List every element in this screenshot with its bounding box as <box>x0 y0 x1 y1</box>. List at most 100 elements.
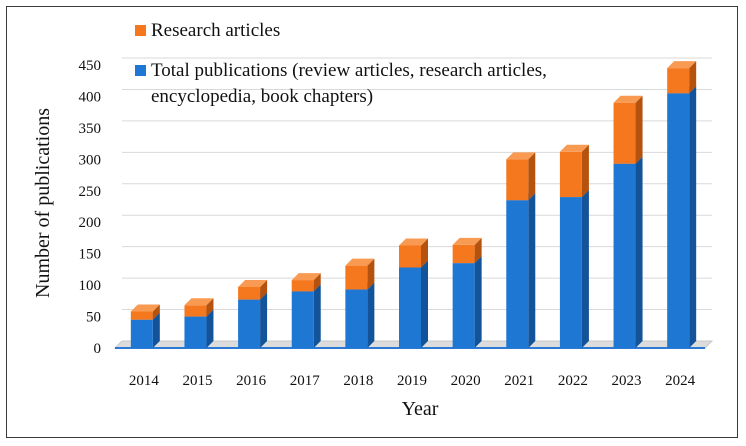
bar-side <box>635 95 643 164</box>
gridlines <box>122 57 712 311</box>
bar-side <box>474 237 482 264</box>
bar-total-publications <box>399 260 428 348</box>
bar-front <box>667 68 690 94</box>
y-tick-label: 50 <box>86 310 101 326</box>
bar-research-articles <box>667 61 697 94</box>
bar-research-articles <box>345 258 375 290</box>
bar-front <box>399 267 421 348</box>
bar-front <box>613 102 636 164</box>
legend-swatch <box>135 65 146 76</box>
x-tick-label: 2017 <box>290 373 321 389</box>
bar-front <box>291 280 314 292</box>
y-tick-label: 350 <box>79 121 102 137</box>
bar-front <box>238 299 261 348</box>
x-tick-label: 2016 <box>236 373 267 389</box>
y-tick-label: 250 <box>79 184 102 200</box>
bar-side <box>421 260 428 348</box>
bar-research-articles <box>452 237 482 264</box>
bar-research-articles <box>238 279 268 300</box>
legend-label: Research articles <box>151 20 280 41</box>
stacked-bar-chart: 0 50 100 150 200 250 300 350 400 450 2014 2015 2016… <box>32 20 714 420</box>
bar-front <box>184 316 207 348</box>
x-tick-label: 2018 <box>343 373 373 389</box>
bar-front <box>184 305 207 317</box>
bar-top <box>399 238 428 246</box>
bar-side <box>581 144 589 198</box>
bar-top <box>506 152 536 160</box>
bar-front <box>452 244 475 264</box>
bar-side <box>260 292 268 348</box>
bar-total-publications <box>613 156 643 348</box>
bar-front <box>291 291 314 348</box>
x-tick-label: 2022 <box>558 373 588 389</box>
bar-research-articles <box>506 152 536 201</box>
bar-total-publications <box>559 190 589 348</box>
bar-front <box>506 159 529 201</box>
y-tick-label: 0 <box>94 341 102 357</box>
bar-side <box>474 256 482 348</box>
y-tick-label: 400 <box>79 89 102 105</box>
bar-front <box>345 265 368 290</box>
bar-total-publications <box>291 284 321 348</box>
bar-top <box>559 144 589 152</box>
bar-front <box>238 286 261 300</box>
bar-front <box>130 319 153 348</box>
bar-front <box>399 245 421 268</box>
y-axis-ticks: 0 50 100 150 200 250 300 350 400 450 <box>79 58 102 357</box>
bar-side <box>260 279 268 300</box>
y-tick-label: 100 <box>79 278 102 294</box>
bar-front <box>559 151 582 198</box>
legend-item-total-publications: Total publications (review articles, res… <box>135 60 547 107</box>
bar-top <box>184 298 214 306</box>
bar-research-articles <box>399 238 428 268</box>
legend-swatch <box>135 25 146 36</box>
x-tick-label: 2020 <box>451 373 481 389</box>
bar-top <box>613 95 643 103</box>
y-tick-label: 450 <box>79 58 102 74</box>
x-tick-label: 2021 <box>504 373 534 389</box>
bar-front <box>667 93 690 348</box>
bar-total-publications <box>452 256 482 348</box>
legend-item-research-articles: Research articles <box>135 20 280 41</box>
y-tick-label: 150 <box>79 247 102 263</box>
bar-total-publications <box>345 282 375 348</box>
y-axis-title: Number of publications <box>32 108 54 298</box>
y-tick-label: 200 <box>79 215 102 231</box>
bar-side <box>206 309 214 348</box>
bar-front <box>559 197 582 348</box>
bar-top <box>345 258 375 266</box>
bar-side <box>689 61 697 94</box>
bar-research-articles <box>613 95 643 164</box>
bar-top <box>667 61 697 69</box>
bar-top <box>130 304 160 312</box>
bar-front <box>506 200 529 348</box>
bar-top <box>238 279 268 287</box>
x-tick-label: 2024 <box>665 373 696 389</box>
y-tick-label: 300 <box>79 152 102 168</box>
bar-total-publications <box>667 86 697 349</box>
bar-side <box>152 312 160 348</box>
chart-frame: 0 50 100 150 200 250 300 350 400 450 2014 2015 2016… <box>6 6 738 438</box>
bar-front <box>452 263 475 348</box>
x-tick-label: 2015 <box>182 373 212 389</box>
x-axis-title: Year <box>402 398 439 420</box>
bar-side <box>367 282 375 348</box>
bar-side <box>152 304 160 320</box>
bar-side <box>313 284 321 348</box>
legend-label: Total publications (review articles, res… <box>151 60 547 81</box>
bar-research-articles <box>559 144 589 198</box>
bar-side <box>689 86 697 349</box>
bar-side <box>206 298 214 317</box>
bar-total-publications <box>238 292 268 348</box>
bars <box>130 61 697 349</box>
bar-side <box>313 273 321 292</box>
bar-side <box>528 152 536 201</box>
bar-research-articles <box>291 273 321 292</box>
x-tick-label: 2019 <box>397 373 427 389</box>
bar-front <box>130 311 153 320</box>
bar-side <box>421 238 428 268</box>
bar-research-articles <box>184 298 214 317</box>
bar-top <box>291 273 321 281</box>
legend: Research articles Total publications (rev… <box>135 20 547 107</box>
bar-total-publications <box>506 193 536 348</box>
